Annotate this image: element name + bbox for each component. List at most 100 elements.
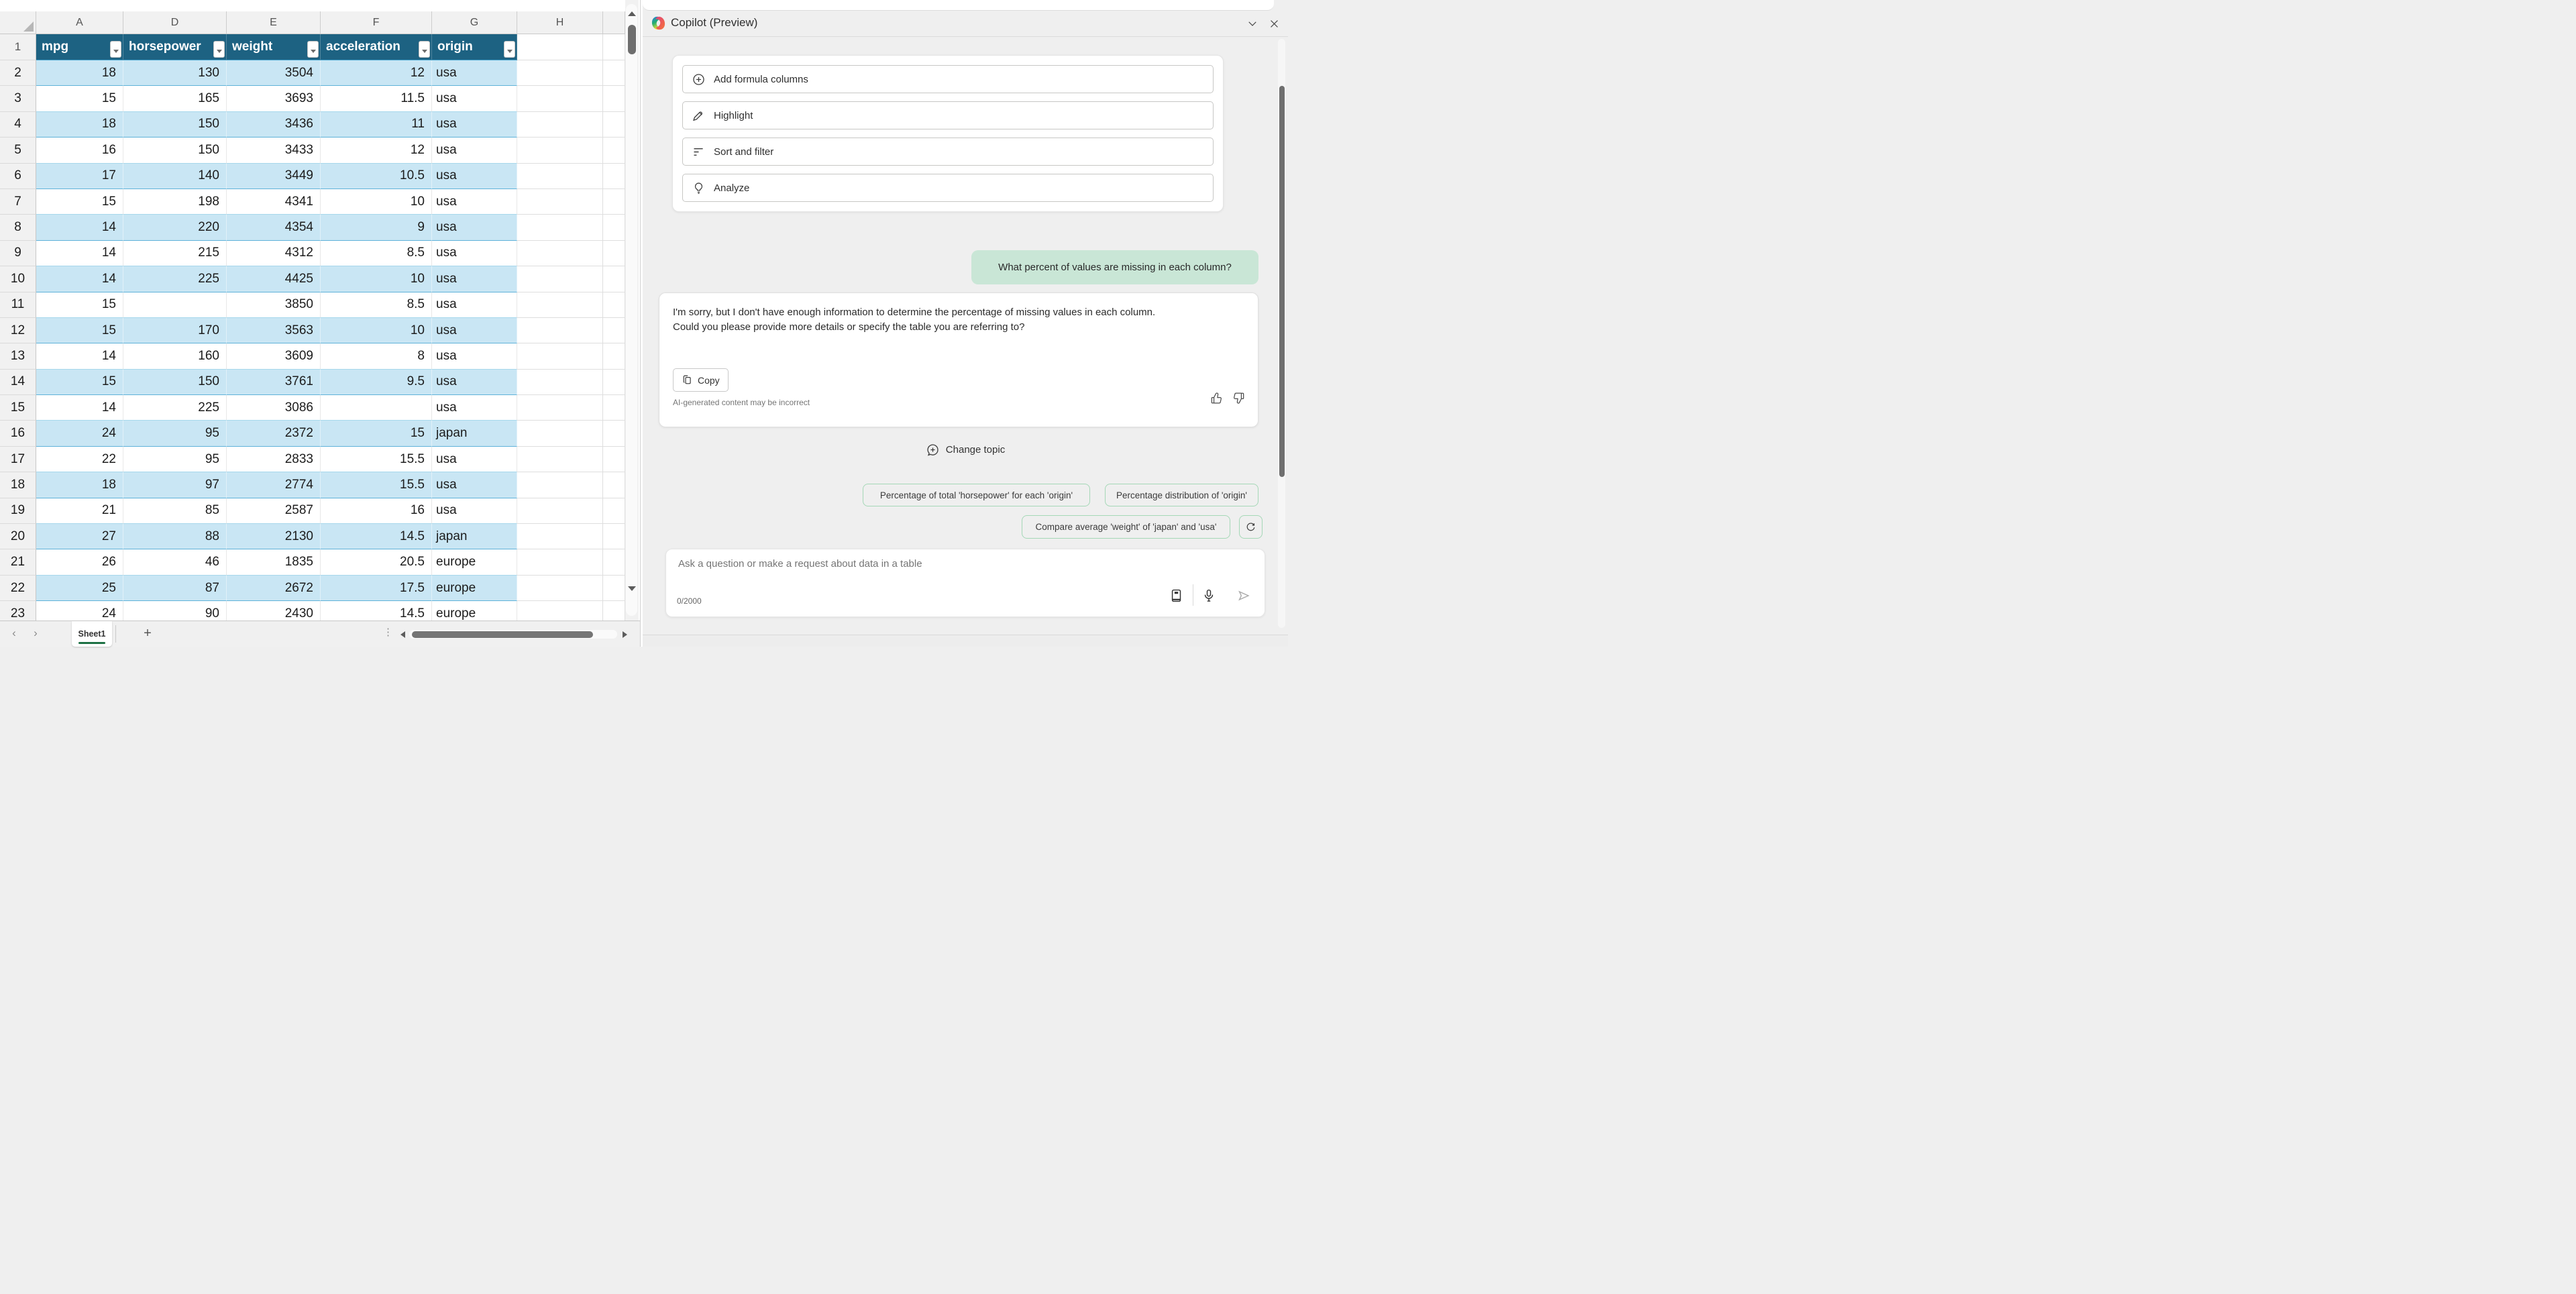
cell[interactable]: 14.5 [321,601,432,621]
cell[interactable] [517,188,603,215]
cell[interactable]: 3563 [227,317,321,344]
column-letter-D[interactable]: D [123,11,227,34]
cell[interactable]: 15 [36,369,123,396]
cell[interactable] [603,138,625,164]
cell[interactable]: usa [432,395,517,421]
row-number-9[interactable]: 9 [0,240,36,267]
hscroll-thumb[interactable] [412,631,593,638]
cell[interactable]: usa [432,86,517,112]
cell[interactable]: 4312 [227,240,321,267]
cell[interactable] [517,446,603,473]
cell[interactable] [603,215,625,241]
row-number-15[interactable]: 15 [0,395,36,421]
cell[interactable]: usa [432,111,517,138]
cell[interactable]: 3609 [227,343,321,370]
chevron-down-icon[interactable] [1245,16,1260,31]
cell[interactable]: 16 [321,498,432,525]
scroll-up-arrow-icon[interactable] [628,11,636,16]
cell[interactable]: 22 [36,446,123,473]
row-number-7[interactable]: 7 [0,188,36,215]
cell[interactable]: usa [432,188,517,215]
cell[interactable]: 11 [321,111,432,138]
column-letter-E[interactable]: E [227,11,321,34]
cell[interactable]: 97 [123,472,227,498]
cell[interactable] [517,549,603,576]
row-number-23[interactable]: 23 [0,601,36,621]
table-header-horsepower[interactable]: horsepower [123,34,227,60]
cell[interactable]: usa [432,60,517,87]
cell[interactable] [517,601,603,621]
sheet-vscroll-track[interactable] [626,4,637,616]
cell-H1[interactable] [517,34,603,60]
close-icon[interactable] [1267,16,1281,31]
add-formula-columns-button[interactable]: Add formula columns [682,65,1214,93]
cell[interactable]: 140 [123,163,227,189]
cell[interactable]: 3850 [227,292,321,318]
cell[interactable]: 88 [123,524,227,550]
cell[interactable]: 4341 [227,188,321,215]
filter-dropdown-icon[interactable] [214,42,224,57]
copilot-scrollbar-thumb[interactable] [1279,86,1285,477]
cell[interactable]: 25 [36,575,123,602]
column-letter-F[interactable]: F [321,11,432,34]
table-header-mpg[interactable]: mpg [36,34,123,60]
cell[interactable]: 10 [321,188,432,215]
filter-dropdown-icon[interactable] [111,42,121,57]
cell[interactable] [603,446,625,473]
cell[interactable]: 3086 [227,395,321,421]
row-number-20[interactable]: 20 [0,524,36,550]
prev-sheet-chevron-icon[interactable]: ‹ [12,627,16,639]
cell[interactable] [517,343,603,370]
copilot-scrollbar[interactable] [1278,39,1285,628]
cell[interactable]: 15.5 [321,472,432,498]
cell[interactable]: 15 [36,86,123,112]
cell[interactable]: 9.5 [321,369,432,396]
cell[interactable]: 24 [36,601,123,621]
sheet-vertical-scrollbar[interactable] [625,0,639,621]
cell[interactable]: 14 [36,240,123,267]
cell[interactable]: 165 [123,86,227,112]
column-letter-H[interactable]: H [517,11,603,34]
cell[interactable] [517,240,603,267]
next-sheet-chevron-icon[interactable]: › [34,627,38,639]
cell[interactable]: europe [432,601,517,621]
cell-partial[interactable] [603,34,625,60]
cell[interactable] [603,86,625,112]
cell[interactable] [603,188,625,215]
cell[interactable] [517,292,603,318]
cell[interactable]: 130 [123,60,227,87]
row-number-13[interactable]: 13 [0,343,36,370]
row-number-1[interactable]: 1 [0,34,36,60]
cell[interactable]: 2672 [227,575,321,602]
table-header-weight[interactable]: weight [227,34,321,60]
row-number-14[interactable]: 14 [0,369,36,396]
add-sheet-button[interactable]: + [144,626,152,641]
cell[interactable]: 10 [321,266,432,292]
cell[interactable] [517,111,603,138]
cell[interactable]: 4425 [227,266,321,292]
row-number-12[interactable]: 12 [0,317,36,344]
row-number-8[interactable]: 8 [0,215,36,241]
row-number-22[interactable]: 22 [0,575,36,602]
refresh-suggestions-button[interactable] [1239,515,1263,539]
cell[interactable] [603,524,625,550]
cell[interactable]: japan [432,421,517,447]
cell[interactable]: 95 [123,421,227,447]
cell[interactable] [603,472,625,498]
cell[interactable] [517,86,603,112]
cell[interactable]: 27 [36,524,123,550]
cell[interactable]: 85 [123,498,227,525]
cell[interactable] [517,215,603,241]
cell[interactable]: 95 [123,446,227,473]
cell[interactable]: 8 [321,343,432,370]
cell[interactable]: 3436 [227,111,321,138]
cell[interactable]: 3761 [227,369,321,396]
cell[interactable] [603,498,625,525]
scroll-down-arrow-icon[interactable] [628,586,636,591]
cell[interactable]: 90 [123,601,227,621]
cell[interactable]: 215 [123,240,227,267]
cell[interactable] [603,575,625,602]
cell[interactable] [603,421,625,447]
cell[interactable]: 3693 [227,86,321,112]
row-number-18[interactable]: 18 [0,472,36,498]
